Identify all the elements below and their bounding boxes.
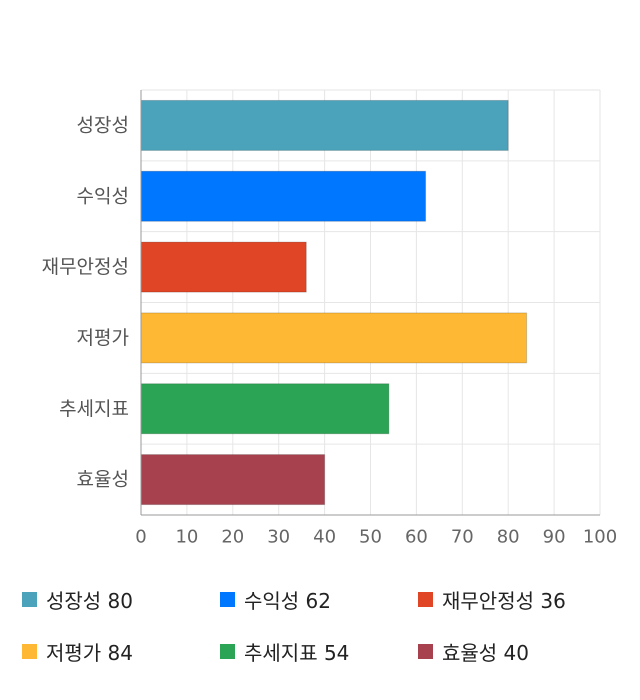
legend-label: 효율성 40 xyxy=(442,640,530,665)
x-tick-label: 60 xyxy=(405,527,428,548)
x-tick-label: 70 xyxy=(451,527,474,548)
x-tick-label: 10 xyxy=(175,527,198,548)
category-label: 재무안정성 xyxy=(42,256,129,278)
legend-item[interactable]: 저평가 84 xyxy=(22,636,133,666)
legend-label: 성장성 80 xyxy=(46,588,134,613)
legend-swatch xyxy=(220,591,235,607)
legend-label: 저평가 84 xyxy=(46,640,134,665)
bar-4 xyxy=(140,312,528,364)
x-tick-label: 100 xyxy=(583,527,617,548)
bar-5 xyxy=(140,383,390,435)
legend-swatch xyxy=(220,643,235,659)
category-label: 저평가 xyxy=(77,327,129,349)
x-tick-label: 0 xyxy=(135,527,146,548)
category-label: 성장성 xyxy=(77,114,129,136)
legend-item[interactable]: 효율성 40 xyxy=(418,636,529,666)
legend-swatch xyxy=(22,643,37,659)
x-tick-label: 50 xyxy=(359,527,382,548)
x-tick-label: 30 xyxy=(267,527,290,548)
bar-2 xyxy=(140,170,427,222)
bars xyxy=(140,99,528,506)
legend-swatch xyxy=(418,591,433,607)
category-label: 효율성 xyxy=(77,469,129,491)
axis xyxy=(140,90,600,516)
legend-label: 수익성 62 xyxy=(244,588,332,613)
legend: 성장성 80 수익성 62 재무안정성 36 저평가 84 추세지표 54 효율성 40 xyxy=(0,578,640,688)
legend-item[interactable]: 수익성 62 xyxy=(220,584,331,614)
legend-item[interactable]: 성장성 80 xyxy=(22,584,133,614)
legend-item[interactable]: 추세지표 54 xyxy=(220,636,349,666)
x-tick-labels: 0 10 20 30 40 50 60 70 80 90 100 xyxy=(135,527,617,548)
x-tick-label: 20 xyxy=(221,527,244,548)
x-tick-label: 80 xyxy=(497,527,520,548)
bar-3 xyxy=(140,241,307,293)
x-tick-label: 90 xyxy=(543,527,566,548)
bar-1 xyxy=(140,99,509,151)
legend-swatch xyxy=(22,591,37,607)
legend-label: 추세지표 54 xyxy=(244,640,350,665)
category-label: 추세지표 xyxy=(59,398,129,420)
bar-6 xyxy=(140,454,326,506)
legend-item[interactable]: 재무안정성 36 xyxy=(418,584,566,614)
category-label: 수익성 xyxy=(77,185,129,207)
legend-label: 재무안정성 36 xyxy=(442,588,566,613)
x-tick-label: 40 xyxy=(313,527,336,548)
legend-swatch xyxy=(418,643,433,659)
grid-lines xyxy=(140,89,601,516)
